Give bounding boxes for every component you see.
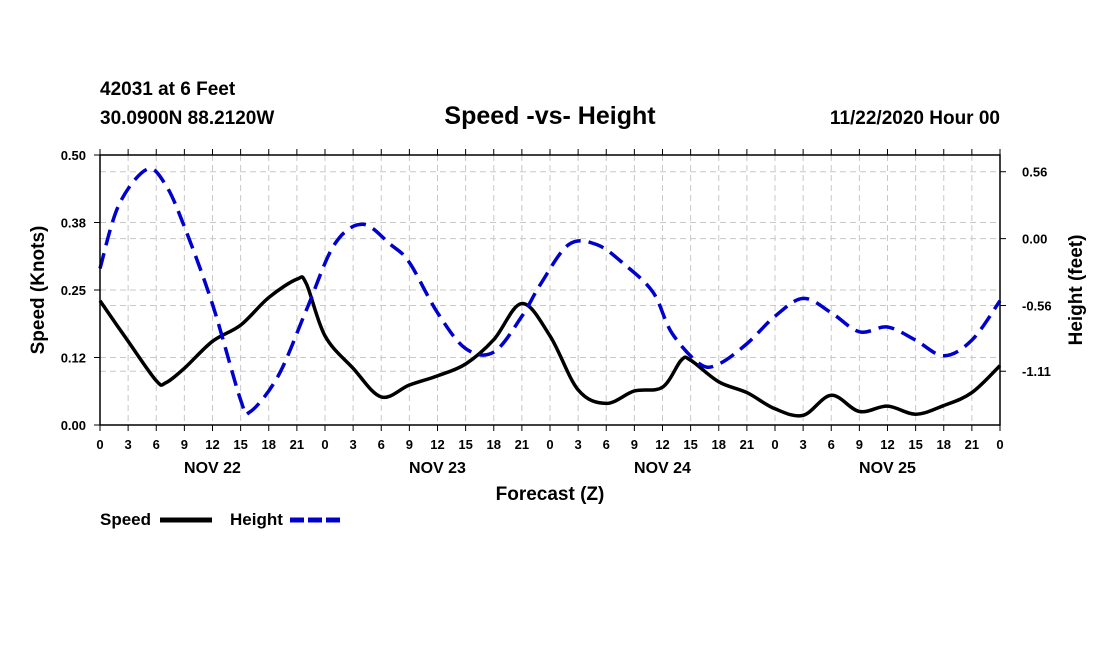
day-label: NOV 23 xyxy=(409,460,466,477)
x-tick-label: 0 xyxy=(96,437,103,452)
y-tick-label-right: 0.00 xyxy=(1022,232,1047,247)
series-speed-line xyxy=(98,275,1002,418)
axes: 0 3 6 9 12 15 18 21 0 3 6 9 12 15 18 21 0 3 6 9 12 15 18 21 0 3 6 9… xyxy=(61,148,1052,477)
y-tick-label-right: -0.56 xyxy=(1022,299,1052,314)
x-tick-label: 15 xyxy=(233,437,247,452)
x-tick-label: 15 xyxy=(458,437,472,452)
timestamp-label: 11/22/2020 Hour 00 xyxy=(830,108,1000,129)
day-label: NOV 24 xyxy=(634,460,691,477)
x-tick-label: 9 xyxy=(631,437,638,452)
x-tick-label: 15 xyxy=(908,437,922,452)
x-tick-label: 18 xyxy=(487,437,501,452)
coordinates-label: 30.0900N 88.2120W xyxy=(100,108,274,129)
x-tick-label: 12 xyxy=(880,437,894,452)
y-tick-label-left: 0.50 xyxy=(61,148,86,163)
y-tick-label-left: 0.12 xyxy=(61,351,86,366)
y-axis-title-right: Height (feet) xyxy=(1066,235,1087,346)
day-label: NOV 25 xyxy=(859,460,916,477)
chart-title: Speed -vs- Height xyxy=(444,102,656,130)
station-label: 42031 at 6 Feet xyxy=(100,79,236,100)
series-height-line xyxy=(98,166,1002,417)
x-tick-label: 18 xyxy=(262,437,276,452)
legend-height-label: Height xyxy=(230,510,283,529)
y-axis-title-left: Speed (Knots) xyxy=(28,226,49,355)
x-tick-label: 12 xyxy=(655,437,669,452)
x-tick-label: 21 xyxy=(290,437,304,452)
legend-speed-label: Speed xyxy=(100,510,151,529)
x-tick-label: 12 xyxy=(205,437,219,452)
x-tick-label: 3 xyxy=(800,437,807,452)
x-tick-label: 3 xyxy=(350,437,357,452)
x-axis-title: Forecast (Z) xyxy=(496,484,605,505)
x-tick-label: 15 xyxy=(683,437,697,452)
y-tick-label-left: 0.25 xyxy=(61,283,86,298)
day-label: NOV 22 xyxy=(184,460,241,477)
x-tick-label: 21 xyxy=(740,437,754,452)
x-tick-label: 21 xyxy=(965,437,979,452)
x-tick-label: 18 xyxy=(712,437,726,452)
y-tick-label-left: 0.00 xyxy=(61,418,86,433)
x-tick-label: 0 xyxy=(771,437,778,452)
x-tick-label: 3 xyxy=(575,437,582,452)
x-tick-label: 9 xyxy=(856,437,863,452)
y-tick-label-left: 0.38 xyxy=(61,216,86,231)
x-tick-label: 6 xyxy=(828,437,835,452)
series-lines xyxy=(98,166,1002,418)
y-tick-label-right: -1.11 xyxy=(1022,364,1051,379)
y-tick-label-right: 0.56 xyxy=(1022,165,1047,180)
x-tick-label: 12 xyxy=(430,437,444,452)
x-tick-label: 0 xyxy=(321,437,328,452)
legend: Speed Height xyxy=(100,510,342,529)
x-tick-label: 21 xyxy=(515,437,529,452)
x-tick-label: 6 xyxy=(603,437,610,452)
x-tick-label: 18 xyxy=(937,437,951,452)
grid-lines xyxy=(100,155,1000,425)
x-tick-label: 6 xyxy=(153,437,160,452)
x-tick-label: 9 xyxy=(406,437,413,452)
x-tick-label: 3 xyxy=(125,437,132,452)
x-tick-label: 9 xyxy=(181,437,188,452)
x-tick-label: 0 xyxy=(996,437,1003,452)
x-tick-label: 0 xyxy=(546,437,553,452)
x-tick-label: 6 xyxy=(378,437,385,452)
